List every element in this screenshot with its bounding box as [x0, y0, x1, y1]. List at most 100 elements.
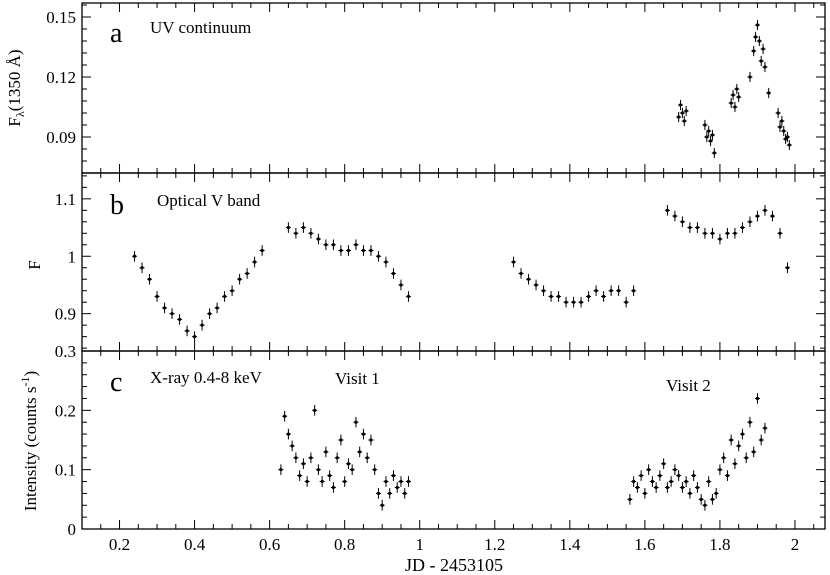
- panel-b-letter: b: [110, 190, 124, 221]
- data-point: [301, 462, 305, 466]
- data-point: [647, 468, 651, 472]
- data-point: [320, 479, 324, 484]
- data-point: [778, 231, 782, 235]
- data-point: [695, 485, 700, 490]
- data-point: [662, 462, 666, 466]
- panel-c-annotation: X-ray 0.4-8 keV: [150, 368, 263, 387]
- data-point: [519, 271, 523, 276]
- data-point: [761, 47, 765, 51]
- data-point: [140, 266, 144, 270]
- data-point: [406, 294, 411, 299]
- panel-a-data-points: [676, 19, 792, 159]
- panel-c-frame: [81, 350, 826, 530]
- data-point: [703, 123, 707, 127]
- x-tick-label: 0.8: [334, 535, 355, 554]
- data-point: [767, 91, 771, 95]
- data-point: [579, 300, 583, 304]
- data-point: [632, 479, 636, 484]
- data-point: [534, 283, 538, 287]
- data-point: [680, 220, 685, 224]
- data-point: [395, 485, 399, 490]
- data-point: [215, 306, 219, 310]
- data-point: [752, 49, 756, 53]
- data-point: [665, 208, 669, 212]
- data-point: [324, 243, 328, 247]
- data-point: [339, 248, 343, 253]
- data-point: [391, 474, 396, 478]
- data-point: [305, 479, 309, 484]
- data-point: [680, 111, 685, 115]
- data-point: [309, 456, 313, 460]
- data-point: [155, 294, 159, 299]
- y-tick-label: 1: [68, 247, 77, 266]
- panel-c-y-axis-label: Intensity (counts s-1): [18, 371, 40, 511]
- data-point: [710, 497, 715, 501]
- x-axis-tick-labels: 0.2 0.4 0.6 0.8 1 1.2 1.4 1.6 1.8 2: [109, 535, 799, 554]
- data-point: [609, 289, 613, 293]
- data-point: [735, 87, 739, 91]
- data-point: [177, 317, 182, 322]
- data-point: [705, 135, 709, 139]
- data-point: [399, 283, 403, 287]
- data-point: [722, 456, 726, 460]
- data-point: [729, 101, 733, 105]
- data-point: [639, 474, 643, 478]
- data-point: [710, 231, 715, 235]
- data-point: [677, 115, 681, 119]
- y-tick-label: 0.09: [46, 128, 76, 147]
- data-point: [755, 396, 760, 401]
- data-point: [511, 260, 516, 264]
- data-point: [406, 479, 411, 484]
- data-point: [712, 151, 716, 155]
- data-point: [354, 243, 358, 247]
- data-point: [692, 474, 696, 478]
- data-point: [729, 438, 733, 442]
- data-point: [343, 479, 347, 484]
- data-point: [549, 294, 553, 299]
- data-point: [328, 474, 332, 478]
- panel-b-y-tick-labels: 0.9 1 1.1: [55, 190, 76, 324]
- data-point: [748, 420, 752, 424]
- data-point: [283, 414, 287, 418]
- optical-v-band-panel: 0.9 1 1.1 b Optical V band F: [25, 172, 826, 352]
- x-tick-label: 1.4: [559, 535, 581, 554]
- data-point: [669, 479, 673, 484]
- data-point: [301, 225, 305, 230]
- data-point: [753, 35, 758, 39]
- data-point: [695, 225, 700, 230]
- data-point: [763, 426, 767, 430]
- data-point: [740, 432, 745, 436]
- data-point: [776, 111, 780, 115]
- panel-a-ylabel-main: F: [5, 117, 24, 126]
- data-point: [628, 497, 632, 501]
- data-point: [632, 289, 636, 293]
- panel-a-ticks: [81, 3, 825, 174]
- data-point: [346, 462, 351, 466]
- data-point: [708, 139, 713, 143]
- data-point: [770, 214, 775, 218]
- panel-b-y-axis-label: F: [25, 260, 44, 269]
- data-point: [665, 485, 669, 490]
- panel-a-y-tick-labels: 0.09 0.12 0.15: [46, 8, 76, 147]
- data-point: [185, 329, 189, 333]
- visit-1-label: Visit 1: [335, 369, 380, 388]
- x-tick-label: 2: [791, 535, 800, 554]
- panel-a-y-axis-label: Fλ(1350 Å): [5, 49, 27, 126]
- data-point: [369, 438, 373, 442]
- data-point: [316, 237, 321, 241]
- data-point: [658, 474, 662, 478]
- y-tick-label: 0: [68, 520, 77, 539]
- data-point: [207, 312, 212, 316]
- visit-2-label: Visit 2: [666, 376, 711, 395]
- data-point: [650, 479, 654, 484]
- data-point: [132, 254, 137, 258]
- panel-b-annotation: Optical V band: [157, 191, 261, 210]
- data-point: [757, 39, 761, 43]
- data-point: [564, 300, 568, 304]
- panel-a-letter: a: [110, 18, 123, 49]
- data-point: [170, 312, 174, 316]
- data-point: [526, 277, 531, 281]
- data-point: [361, 432, 366, 436]
- data-point: [403, 491, 407, 495]
- data-point: [782, 129, 786, 133]
